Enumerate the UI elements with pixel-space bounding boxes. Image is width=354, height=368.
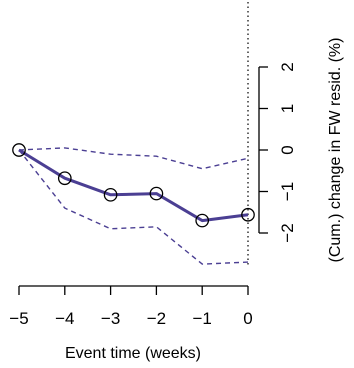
data-point	[241, 207, 255, 222]
data-point	[149, 186, 164, 201]
series-line-estimate	[18, 148, 249, 223]
x-tick-label: −2	[147, 309, 166, 328]
data-point	[103, 187, 118, 202]
x-tick-label: −5	[9, 309, 28, 328]
series-line-ci-upper	[18, 147, 249, 170]
x-axis: −5 −4 −3 −2 −1 0	[9, 285, 253, 328]
y-tick-label: 1	[278, 104, 297, 113]
y-tick-label: −1	[278, 182, 297, 201]
x-tick-label: −4	[55, 309, 74, 328]
series-line-ci-lower	[18, 149, 249, 265]
data-point	[12, 143, 26, 157]
marker-layer	[12, 143, 255, 228]
y-tick-label: −2	[278, 223, 297, 242]
confidence-band-layer	[18, 147, 249, 265]
x-tick-label: 0	[243, 309, 252, 328]
y-axis: −2 −1 0 1 2	[258, 62, 297, 243]
x-tick-label: −1	[193, 309, 212, 328]
y-tick-label: 0	[278, 145, 297, 154]
x-tick-label: −3	[101, 309, 120, 328]
x-axis-title: Event time (weeks)	[65, 345, 201, 362]
estimate-line-layer	[18, 148, 249, 223]
data-point	[195, 213, 210, 228]
y-tick-label: 2	[278, 62, 297, 71]
data-point	[57, 171, 72, 186]
y-axis-title: (Cum.) change in FW resid. (%)	[327, 38, 344, 263]
